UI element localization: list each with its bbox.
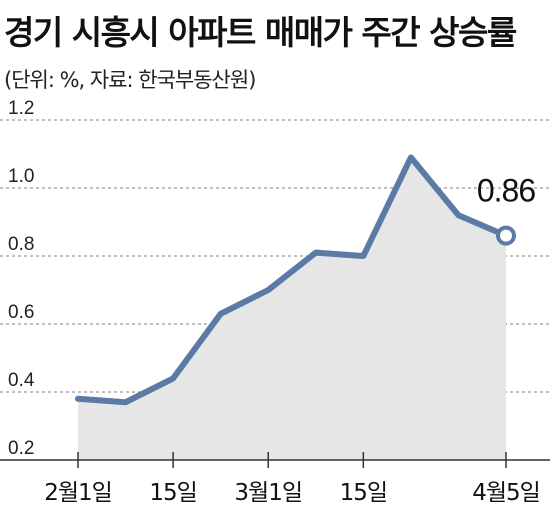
x-tick-label: 2월1일 [44, 480, 112, 506]
x-tick-label: 3월1일 [234, 480, 302, 506]
chart-title: 경기 시흥시 아파트 매매가 주간 상승률 [4, 13, 517, 52]
area-fill [78, 157, 506, 460]
y-tick-label: 0.8 [8, 234, 34, 255]
data-label: 0.86 [477, 173, 535, 209]
y-tick-label: 0.4 [8, 370, 35, 391]
y-tick-label: 1.2 [8, 98, 34, 119]
y-tick-label: 1.0 [8, 166, 34, 187]
x-tick-label: 4월5일 [472, 480, 540, 506]
series-line [75, 154, 509, 406]
x-tick-label: 15일 [340, 480, 387, 506]
last-point-marker [496, 225, 516, 246]
x-tick-label: 15일 [149, 480, 196, 506]
chart-subtitle: (단위: %, 자료: 한국부동산원) [4, 68, 256, 92]
y-tick-label: 0.2 [8, 438, 34, 459]
y-tick-label: 0.6 [8, 302, 34, 323]
